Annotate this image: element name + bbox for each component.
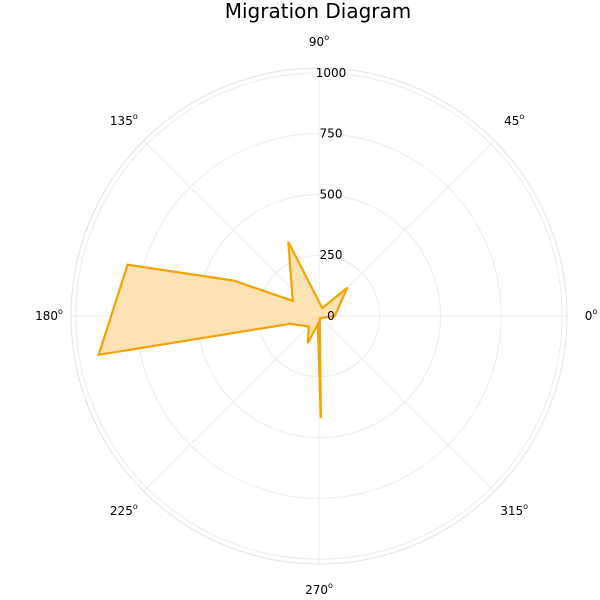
polar-frame: [70, 67, 568, 565]
angular-tick-labels: 0o 45o 90o 135o 180o 225o 270o 315o: [35, 33, 597, 597]
radial-tick-label: 250: [320, 248, 343, 262]
angular-gridline: [318, 140, 495, 317]
angular-tick-label: 0o: [585, 307, 598, 323]
angular-gridline: [143, 315, 320, 492]
radial-tick-label: 750: [320, 127, 343, 141]
angular-tick-label: 180o: [35, 307, 63, 323]
radial-tick-label: 0: [327, 309, 335, 323]
angular-tick-label: 315o: [500, 502, 528, 518]
angular-gridline: [143, 140, 320, 317]
angular-tick-label: 45o: [504, 112, 524, 128]
angular-gridline: [318, 315, 495, 492]
series-area: [98, 241, 348, 419]
radial-tick-label: 500: [320, 187, 343, 201]
radial-gridline: [75, 72, 563, 560]
radial-tick-label: 1000: [316, 66, 347, 80]
chart-title: Migration Diagram: [225, 0, 412, 23]
angular-tick-label: 270o: [305, 581, 333, 597]
angular-tick-label: 225o: [110, 502, 138, 518]
data-series: [97, 241, 349, 419]
angular-tick-label: 135o: [110, 112, 138, 128]
radial-tick-labels: 0 250 500 750 1000: [316, 66, 347, 323]
angular-tick-label: 90o: [309, 33, 329, 49]
polar-grid: [70, 67, 568, 565]
